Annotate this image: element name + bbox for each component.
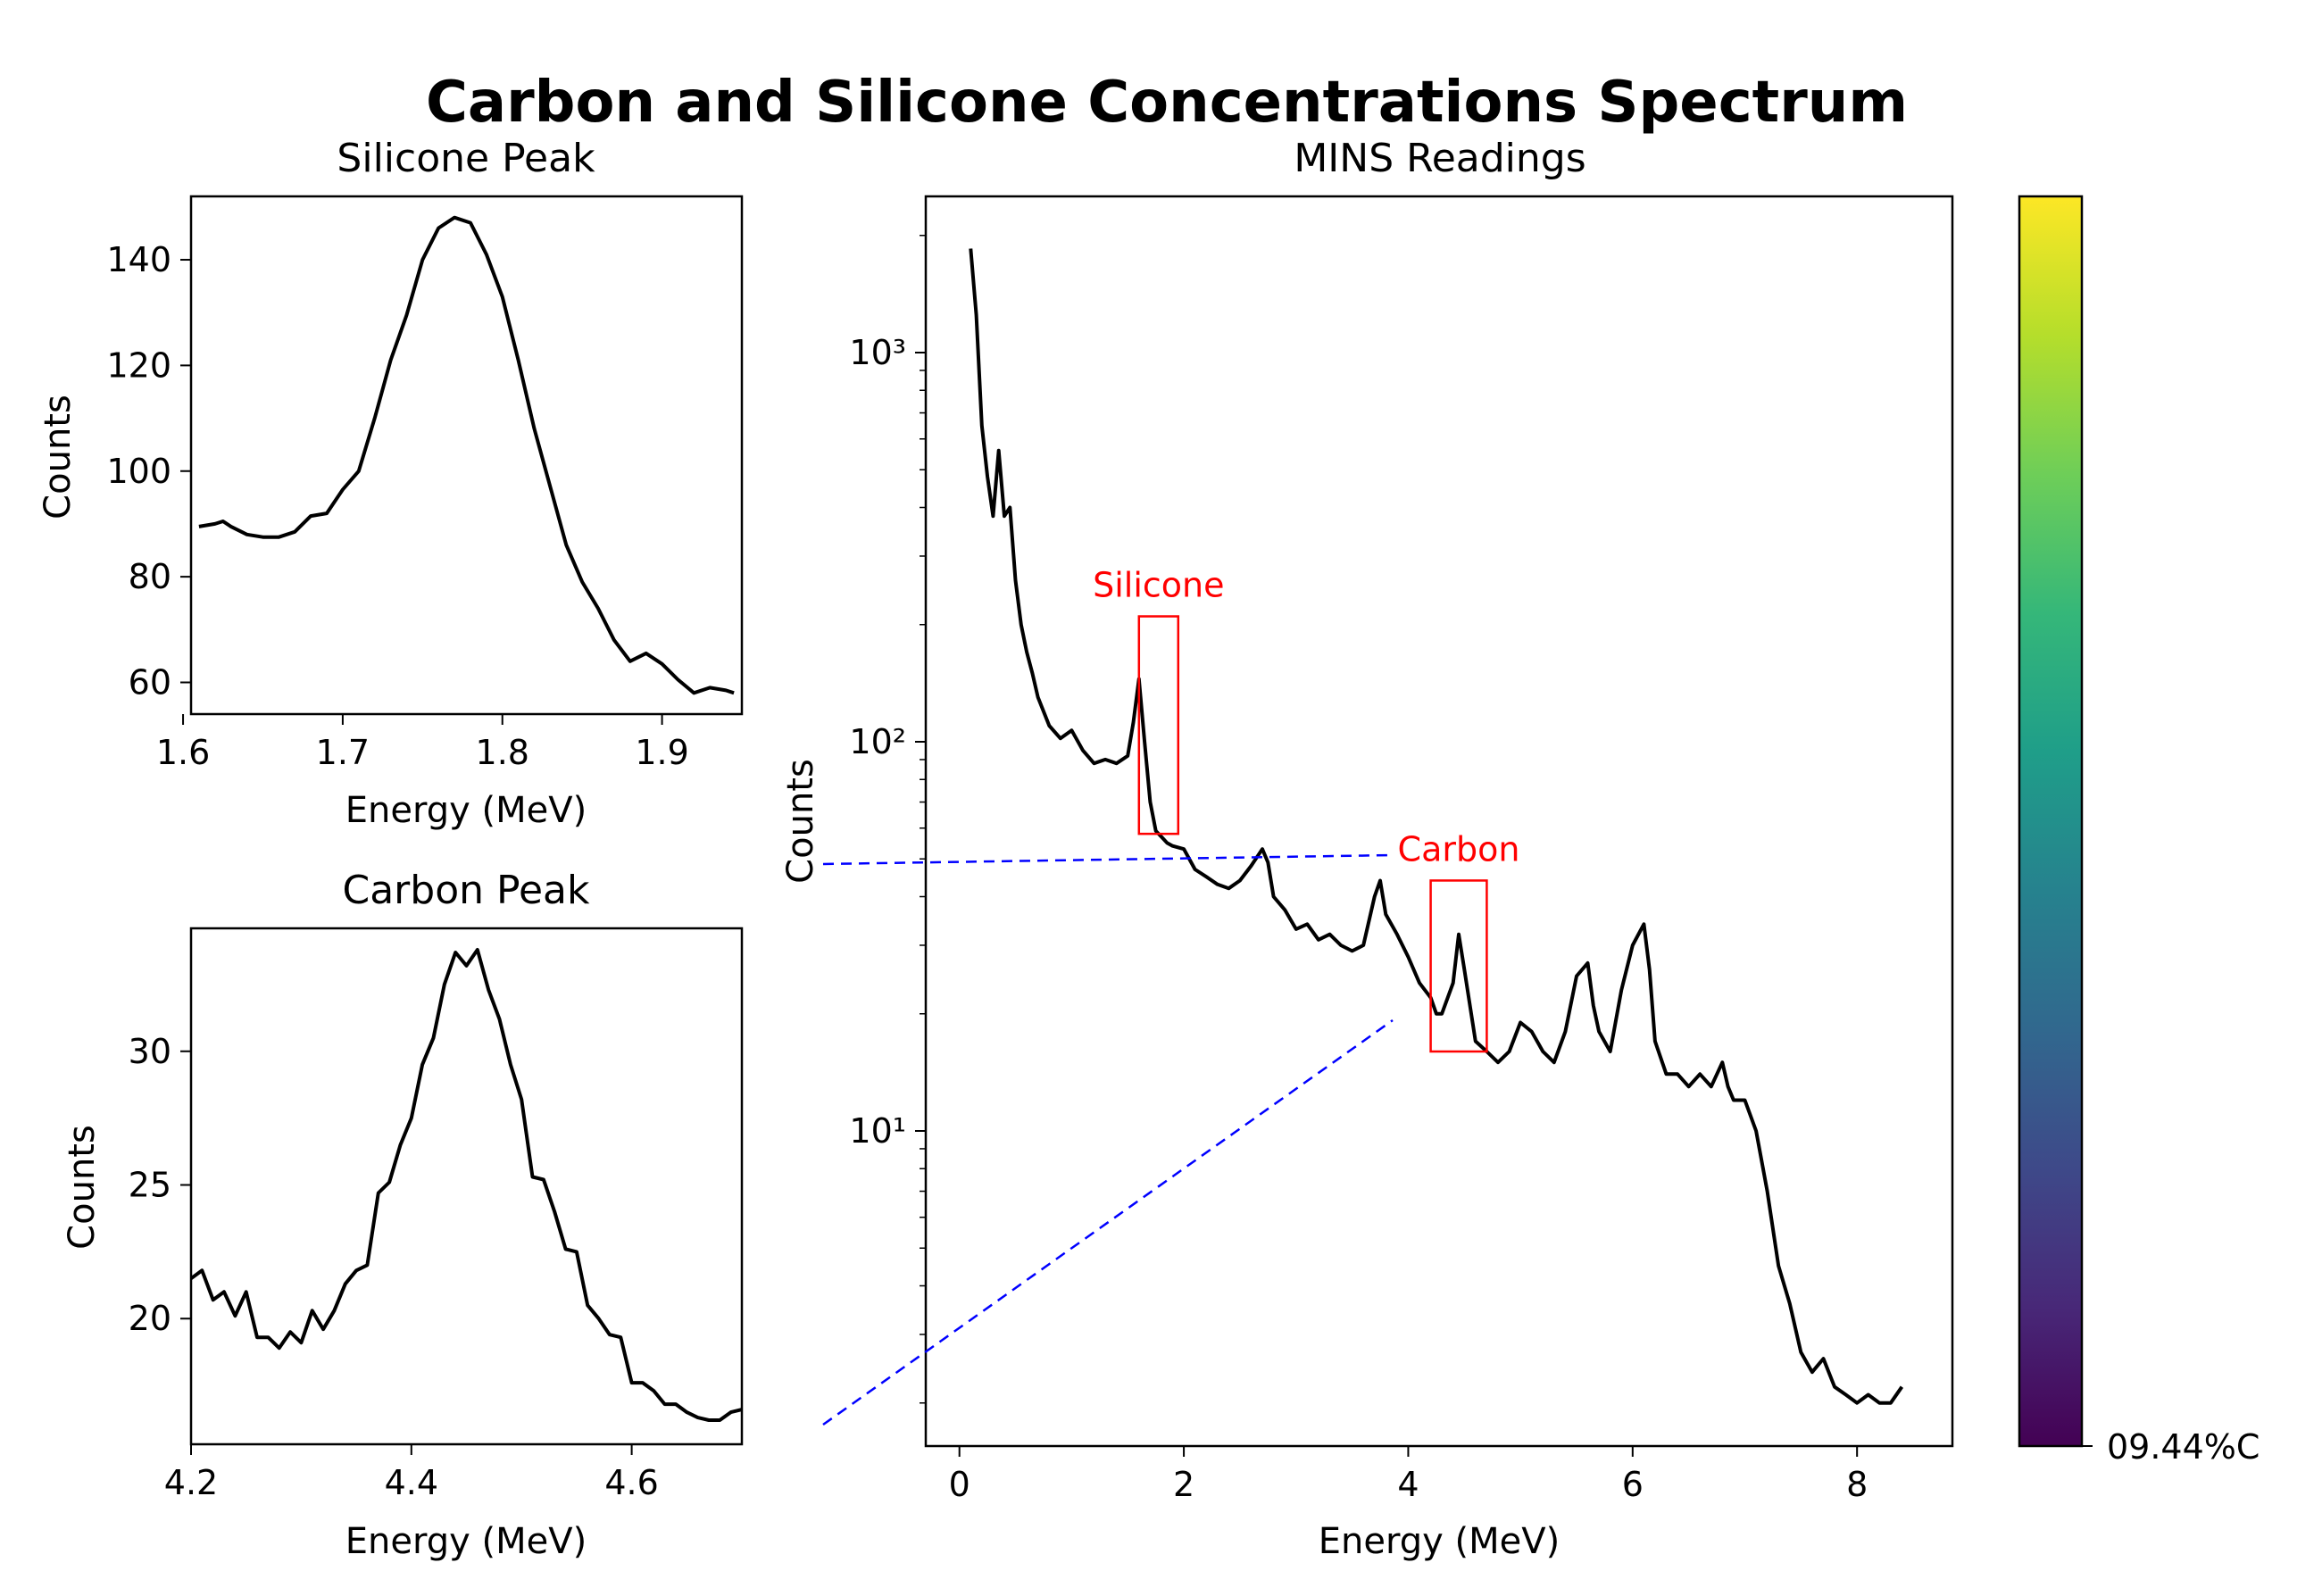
carbon-peak-series-line (191, 948, 742, 1422)
silicone-peak-y-label: Counts (37, 395, 79, 520)
mins-readings-y-tick-label: 10¹ (849, 1111, 906, 1151)
silicone-peak-x-tick-label: 1.8 (476, 733, 529, 772)
silicone-peak-y-tick-label: 100 (106, 452, 171, 491)
silicone-peak-panel: Silicone Peak 1.6 1.7 1.8 1.9 60 80 100 120 140… (37, 136, 744, 831)
silicone-peak-x-label: Energy (MeV) (345, 790, 587, 831)
silicone-peak-x-tick-label: 1.7 (316, 733, 370, 772)
colorbar: 09.44%C (2018, 195, 2260, 1467)
carbon-peak-panel: Carbon Peak 4.2 4.4 4.6 20 25 30 Energy (MeV… (62, 868, 744, 1562)
silicone-peak-y-tick-label: 140 (106, 240, 171, 279)
mins-readings-y-ticks: 10¹ 10² 10³ (849, 235, 926, 1404)
mins-readings-plot-area (969, 248, 1904, 1405)
carbon-peak-y-ticks: 20 25 30 (129, 1032, 191, 1338)
silicone-peak-frame (189, 195, 744, 716)
carbon-peak-y-tick-label: 25 (129, 1166, 171, 1205)
mins-readings-y-tick-label: 10³ (849, 333, 906, 372)
mins-readings-y-label: Counts (780, 759, 821, 884)
mins-readings-frame (924, 195, 1954, 1448)
silicone-peak-title: Silicone Peak (337, 136, 595, 181)
mins-readings-title: MINS Readings (1294, 136, 1585, 181)
silicone-peak-plot-area (198, 215, 735, 695)
carbon-peak-x-tick-label: 4.4 (385, 1463, 438, 1502)
silicone-peak-y-tick-label: 120 (106, 345, 171, 385)
colorbar-gradient (2019, 196, 2082, 1446)
zoom-connector-lines (822, 853, 1394, 1426)
silicone-annotation-box (1137, 615, 1180, 835)
carbon-peak-plot-area (191, 948, 742, 1422)
carbon-annotation-label: Carbon (1398, 829, 1520, 869)
silicone-peak-x-tick-label: 1.6 (156, 733, 210, 772)
silicone-peak-x-ticks: 1.6 1.7 1.8 1.9 (156, 714, 689, 772)
silicone-peak-y-tick-label: 60 (129, 662, 171, 702)
mins-readings-x-ticks: 0 2 4 6 8 (949, 1446, 1868, 1504)
carbon-peak-x-label: Energy (MeV) (345, 1521, 587, 1562)
carbon-peak-y-tick-label: 30 (129, 1032, 171, 1071)
carbon-annotation-box (1429, 879, 1488, 1053)
mins-readings-x-label: Energy (MeV) (1319, 1521, 1560, 1562)
mins-readings-series-line (969, 248, 1904, 1405)
carbon-peak-x-ticks: 4.2 4.4 4.6 (164, 1444, 659, 1502)
silicone-peak-x-tick-label: 1.9 (635, 733, 688, 772)
colorbar-frame (2018, 195, 2084, 1448)
mins-readings-y-tick-label: 10² (849, 722, 906, 761)
silicone-peak-y-ticks: 60 80 100 120 140 (106, 240, 191, 702)
silicone-peak-series-line (198, 215, 735, 695)
colorbar-tick-label: 09.44%C (2107, 1427, 2260, 1467)
mins-readings-x-tick-label: 4 (1397, 1465, 1419, 1504)
mins-readings-annotations: Silicone Carbon (1093, 566, 1520, 1053)
mins-readings-x-tick-label: 8 (1846, 1465, 1868, 1504)
figure-title: Carbon and Silicone Concentrations Spect… (426, 70, 1908, 136)
mins-readings-x-tick-label: 0 (949, 1465, 970, 1504)
silicone-peak-y-tick-label: 80 (129, 557, 171, 596)
carbon-peak-y-tick-label: 20 (129, 1299, 171, 1338)
zoom-connector-line (822, 1018, 1394, 1426)
zoom-connector-line (822, 853, 1394, 866)
silicone-annotation-label: Silicone (1093, 566, 1224, 605)
mins-readings-x-tick-label: 2 (1173, 1465, 1194, 1504)
carbon-peak-y-label: Counts (62, 1125, 103, 1250)
carbon-peak-x-tick-label: 4.2 (164, 1463, 218, 1502)
carbon-peak-x-tick-label: 4.6 (604, 1463, 658, 1502)
carbon-peak-frame (189, 927, 744, 1446)
carbon-peak-title: Carbon Peak (343, 868, 590, 913)
mins-readings-x-tick-label: 6 (1622, 1465, 1644, 1504)
